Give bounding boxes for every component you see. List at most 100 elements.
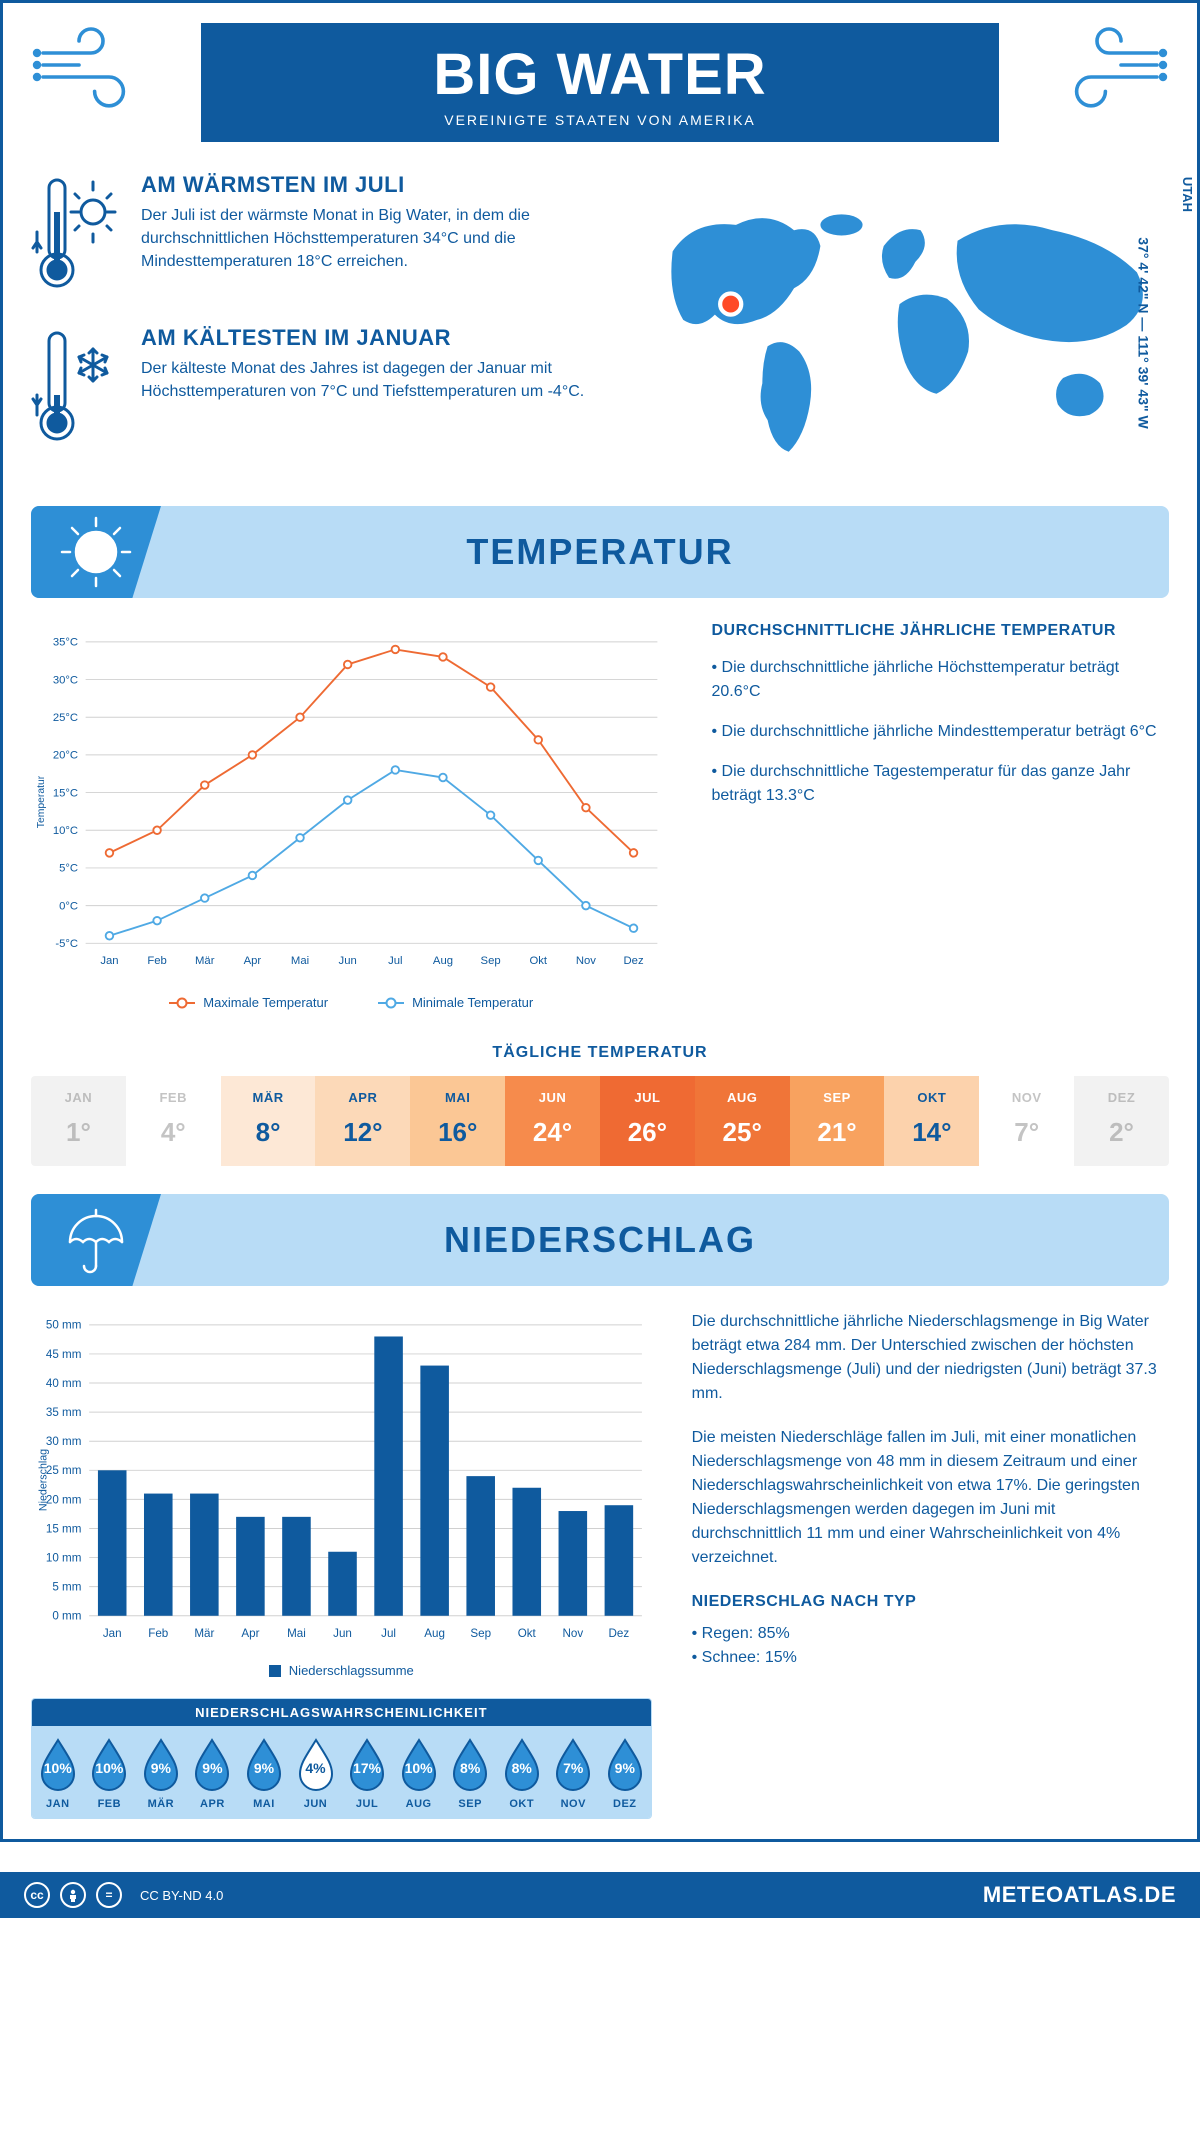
license-text: CC BY-ND 4.0 <box>140 1888 223 1903</box>
precipitation-chart: 0 mm5 mm10 mm15 mm20 mm25 mm30 mm35 mm40… <box>31 1310 652 1650</box>
svg-text:Mai: Mai <box>291 955 309 967</box>
prob-cell: 9% APR <box>187 1726 239 1818</box>
fact-warm-title: AM WÄRMSTEN IM JULI <box>141 172 611 198</box>
prob-cell: 17% JUL <box>341 1726 393 1818</box>
temperature-heading: TEMPERATUR <box>31 531 1169 573</box>
svg-text:Jul: Jul <box>388 955 402 967</box>
daily-cell: MÄR8° <box>221 1076 316 1166</box>
daily-cell: JAN1° <box>31 1076 126 1166</box>
svg-text:Aug: Aug <box>424 1627 445 1640</box>
daily-cell: AUG25° <box>695 1076 790 1166</box>
svg-text:Sep: Sep <box>470 1627 491 1640</box>
prob-cell: 9% MAI <box>238 1726 290 1818</box>
svg-text:25 mm: 25 mm <box>46 1464 82 1477</box>
svg-text:Temperatur: Temperatur <box>36 775 47 828</box>
svg-text:50 mm: 50 mm <box>46 1319 82 1332</box>
wind-icon-right <box>1049 23 1169 124</box>
location-marker <box>721 293 742 314</box>
svg-text:20 mm: 20 mm <box>46 1493 82 1506</box>
temp-summary-heading: DURCHSCHNITTLICHE JÄHRLICHE TEMPERATUR <box>712 622 1170 640</box>
prob-cell: 7% NOV <box>547 1726 599 1818</box>
daily-cell: FEB4° <box>126 1076 221 1166</box>
legend-precip: Niederschlagssumme <box>289 1663 414 1678</box>
daily-cell: DEZ2° <box>1074 1076 1169 1166</box>
svg-text:Jun: Jun <box>333 1627 352 1640</box>
svg-text:Mai: Mai <box>287 1627 306 1640</box>
legend-min: Minimale Temperatur <box>412 995 533 1010</box>
cc-icon: cc <box>24 1882 50 1908</box>
prob-cell: 10% AUG <box>393 1726 445 1818</box>
svg-text:0°C: 0°C <box>59 900 78 912</box>
temp-bullet-1: • Die durchschnittliche jährliche Mindes… <box>712 720 1170 744</box>
daily-cell: NOV7° <box>979 1076 1074 1166</box>
footer: cc = CC BY-ND 4.0 METEOATLAS.DE <box>0 1872 1200 1918</box>
svg-text:45 mm: 45 mm <box>46 1348 82 1361</box>
page-subtitle: VEREINIGTE STAATEN VON AMERIKA <box>201 112 999 128</box>
svg-text:10°C: 10°C <box>53 825 78 837</box>
svg-text:Feb: Feb <box>147 955 166 967</box>
precip-p1: Die durchschnittliche jährliche Niedersc… <box>692 1310 1169 1406</box>
svg-text:Sep: Sep <box>481 955 501 967</box>
svg-text:25°C: 25°C <box>53 712 78 724</box>
prob-cell: 10% JAN <box>32 1726 84 1818</box>
temp-bullet-0: • Die durchschnittliche jährliche Höchst… <box>712 656 1170 704</box>
site-name: METEOATLAS.DE <box>983 1882 1176 1908</box>
svg-text:Nov: Nov <box>576 955 596 967</box>
svg-text:10 mm: 10 mm <box>46 1551 82 1564</box>
state-label: UTAH <box>1180 177 1195 212</box>
prob-cell: 9% DEZ <box>599 1726 651 1818</box>
prob-cell: 4% JUN <box>290 1726 342 1818</box>
thermometer-hot-icon <box>31 172 121 297</box>
precipitation-probability-box: NIEDERSCHLAGSWAHRSCHEINLICHKEIT 10% JAN … <box>31 1698 652 1819</box>
svg-text:Okt: Okt <box>529 955 547 967</box>
header-row: BIG WATER VEREINIGTE STAATEN VON AMERIKA <box>31 23 1169 142</box>
precip-p2: Die meisten Niederschläge fallen im Juli… <box>692 1426 1169 1570</box>
precipitation-heading: NIEDERSCHLAG <box>31 1219 1169 1261</box>
svg-text:35°C: 35°C <box>53 637 78 649</box>
page-title: BIG WATER <box>201 41 999 108</box>
daily-temp-strip: JAN1°FEB4°MÄR8°APR12°MAI16°JUN24°JUL26°A… <box>31 1076 1169 1166</box>
svg-text:Nov: Nov <box>562 1627 583 1640</box>
temperature-legend: Maximale Temperatur Minimale Temperatur <box>31 995 672 1010</box>
svg-text:Dez: Dez <box>624 955 644 967</box>
precip-type-snow: • Schnee: 15% <box>692 1646 1169 1670</box>
world-map: UTAH 37° 4' 42" N — 111° 39' 43" W <box>641 172 1169 478</box>
svg-text:Okt: Okt <box>518 1627 537 1640</box>
precip-type-rain: • Regen: 85% <box>692 1622 1169 1646</box>
svg-text:Mär: Mär <box>195 955 215 967</box>
daily-temp-title: TÄGLICHE TEMPERATUR <box>31 1044 1169 1062</box>
precipitation-legend: Niederschlagssumme <box>31 1663 652 1678</box>
daily-cell: APR12° <box>315 1076 410 1166</box>
temperature-chart: -5°C0°C5°C10°C15°C20°C25°C30°C35°CJanFeb… <box>31 622 672 1010</box>
svg-text:Jun: Jun <box>339 955 357 967</box>
umbrella-icon <box>31 1194 161 1286</box>
daily-cell: MAI16° <box>410 1076 505 1166</box>
nd-icon: = <box>96 1882 122 1908</box>
svg-text:Feb: Feb <box>148 1627 168 1640</box>
thermometer-cold-icon <box>31 325 121 450</box>
coordinates: 37° 4' 42" N — 111° 39' 43" W <box>1135 237 1151 428</box>
svg-text:0 mm: 0 mm <box>52 1610 81 1623</box>
svg-text:5°C: 5°C <box>59 863 78 875</box>
svg-text:-5°C: -5°C <box>55 938 78 950</box>
svg-text:15°C: 15°C <box>53 787 78 799</box>
title-banner: BIG WATER VEREINIGTE STAATEN VON AMERIKA <box>201 23 999 142</box>
svg-text:40 mm: 40 mm <box>46 1377 82 1390</box>
fact-coldest: AM KÄLTESTEN IM JANUAR Der kälteste Mona… <box>31 325 611 450</box>
daily-cell: JUN24° <box>505 1076 600 1166</box>
fact-warm-body: Der Juli ist der wärmste Monat in Big Wa… <box>141 204 611 274</box>
svg-text:Apr: Apr <box>244 955 262 967</box>
fact-cold-body: Der kälteste Monat des Jahres ist dagege… <box>141 357 611 403</box>
precip-prob-title: NIEDERSCHLAGSWAHRSCHEINLICHKEIT <box>32 1699 651 1726</box>
daily-cell: SEP21° <box>790 1076 885 1166</box>
temp-bullet-2: • Die durchschnittliche Tagestemperatur … <box>712 760 1170 808</box>
sun-icon <box>31 506 161 598</box>
daily-cell: JUL26° <box>600 1076 695 1166</box>
prob-cell: 8% SEP <box>444 1726 496 1818</box>
svg-text:35 mm: 35 mm <box>46 1406 82 1419</box>
svg-text:Jan: Jan <box>103 1627 122 1640</box>
svg-text:Dez: Dez <box>609 1627 630 1640</box>
legend-max: Maximale Temperatur <box>203 995 328 1010</box>
wind-icon-left <box>31 23 151 124</box>
by-icon <box>60 1882 86 1908</box>
